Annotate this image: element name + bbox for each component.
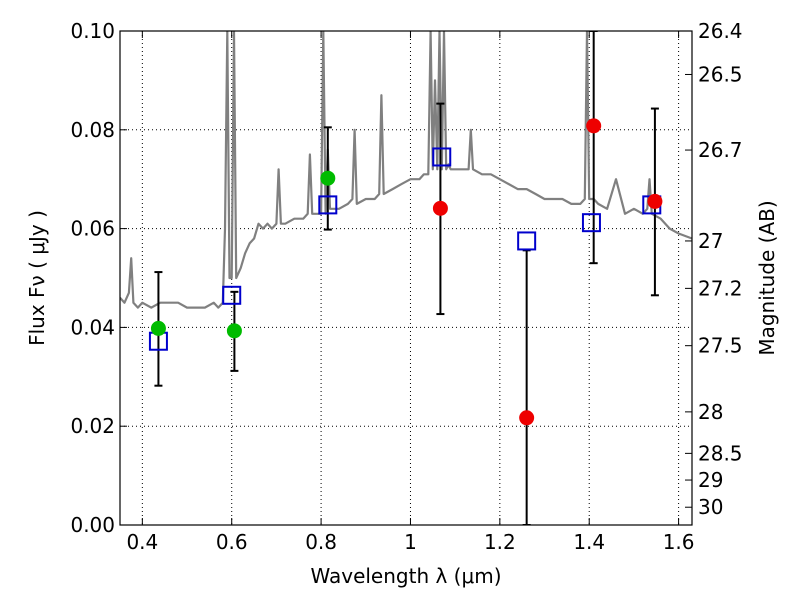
- right-tick-label: 26.5: [698, 62, 743, 86]
- y-tick-label: 0.10: [70, 19, 115, 43]
- spectrum-line: [120, 31, 692, 309]
- observed-point: [226, 323, 242, 339]
- spectrum-layer: [120, 31, 692, 309]
- right-tick-label: 27.2: [698, 276, 743, 300]
- right-tick-label: 29: [698, 468, 723, 492]
- observed-point: [647, 193, 663, 209]
- x-tick-label: 0.6: [216, 530, 248, 554]
- x-tick-label: 1.6: [663, 530, 695, 554]
- y-tick-label: 0.02: [70, 414, 115, 438]
- model-point: [222, 285, 242, 305]
- right-tick-label: 30: [698, 495, 723, 519]
- x-axis-label: Wavelength λ (μm): [310, 564, 501, 588]
- right-tick-label: 27: [698, 229, 723, 253]
- observed-point: [519, 410, 535, 426]
- y-tick-label: 0.06: [70, 217, 115, 241]
- x-tick-label: 0.4: [126, 530, 158, 554]
- observed-photometry-layer: [150, 118, 663, 426]
- y-tick-label: 0.00: [70, 513, 115, 537]
- y-axis-label: Flux Fν ( μJy ): [25, 210, 49, 346]
- right-axis-label: Magnitude (AB): [755, 200, 779, 355]
- x-tick-label: 1: [404, 530, 417, 554]
- right-tick-label: 27.5: [698, 334, 743, 358]
- y-tick-label: 0.04: [70, 315, 115, 339]
- model-point: [432, 147, 452, 167]
- y-tick-label: 0.08: [70, 118, 115, 142]
- x-tick-label: 1.2: [484, 530, 516, 554]
- plot-frame: [119, 30, 693, 526]
- plot-background: [120, 31, 692, 525]
- observed-point: [432, 200, 448, 216]
- x-tick-label: 1.4: [573, 530, 605, 554]
- observed-point: [320, 170, 336, 186]
- x-tick-label: 0.8: [305, 530, 337, 554]
- model-point: [318, 195, 338, 215]
- model-point: [581, 213, 601, 233]
- right-tick-label: 26.4: [698, 19, 743, 43]
- axis-ticks: [120, 30, 692, 526]
- right-tick-label: 28: [698, 400, 723, 424]
- observed-point: [586, 118, 602, 134]
- model-point: [517, 231, 537, 251]
- observed-point: [150, 320, 166, 336]
- right-tick-label: 26.7: [698, 138, 743, 162]
- axis-tick-labels: 0.4 0.6 0.8 1 1.2 1.4 1.6 0.00 0.02 0.04 0.06 0.08 0…: [70, 19, 742, 554]
- right-tick-label: 28.5: [698, 441, 743, 465]
